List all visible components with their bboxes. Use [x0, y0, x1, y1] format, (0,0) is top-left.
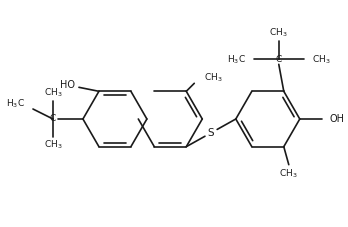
Text: S: S — [208, 128, 214, 138]
Text: HO: HO — [60, 80, 75, 90]
Text: CH$_3$: CH$_3$ — [312, 53, 330, 66]
Text: C: C — [50, 114, 56, 123]
Text: CH$_3$: CH$_3$ — [44, 87, 62, 99]
Text: CH$_3$: CH$_3$ — [279, 168, 298, 180]
Text: C: C — [276, 55, 282, 64]
Text: CH$_3$: CH$_3$ — [44, 139, 62, 151]
Text: CH$_3$: CH$_3$ — [204, 71, 223, 84]
Text: H$_3$C: H$_3$C — [227, 53, 246, 66]
Text: OH: OH — [330, 114, 345, 124]
Text: CH$_3$: CH$_3$ — [269, 26, 288, 39]
Text: H$_3$C: H$_3$C — [6, 98, 25, 110]
